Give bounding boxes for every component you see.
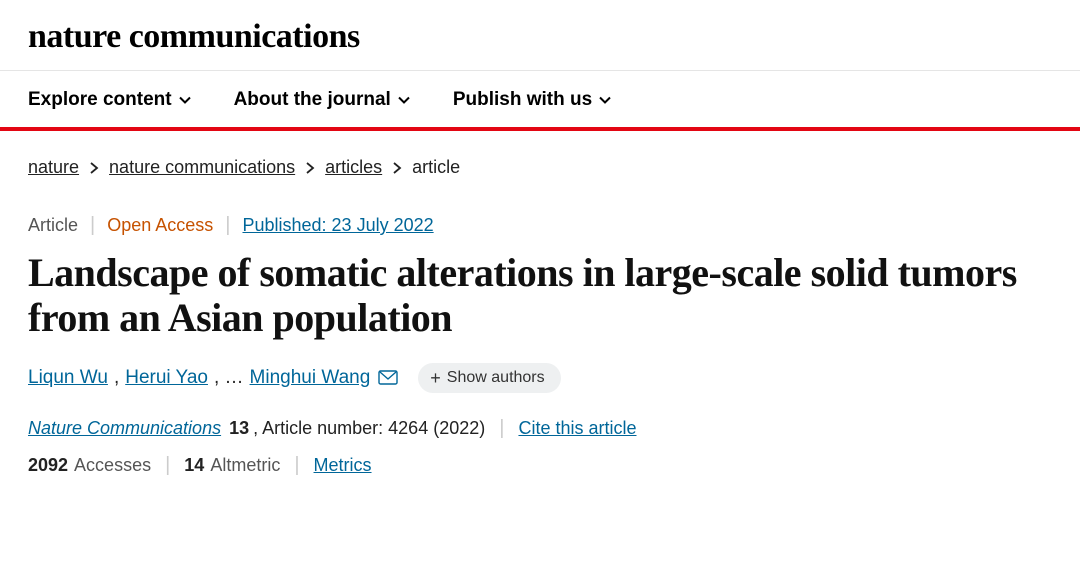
primary-nav: Explore content About the journal Publis… [28,71,1052,127]
breadcrumb-link-nature[interactable]: nature [28,157,79,178]
nav-explore-content[interactable]: Explore content [28,89,192,111]
nav-label: Publish with us [453,89,592,111]
author-link[interactable]: Minghui Wang [250,367,371,389]
article-number: , Article number: 4264 (2022) [249,418,485,439]
metrics-link[interactable]: Metrics [314,455,372,476]
author-link[interactable]: Liqun Wu [28,367,108,389]
chevron-down-icon [178,93,192,107]
show-authors-label: Show authors [447,369,545,387]
author-separator: , [114,367,119,389]
accesses-label: Accesses [68,455,151,476]
separator: | [78,214,107,237]
show-authors-button[interactable]: + Show authors [418,363,560,393]
journal-link[interactable]: Nature Communications [28,418,221,439]
separator: | [151,454,184,477]
accesses-count: 2092 [28,455,68,476]
separator: | [280,454,313,477]
chevron-down-icon [397,93,411,107]
metrics-row: 2092 Accesses | 14 Altmetric | Metrics [28,454,1052,497]
breadcrumb-link-articles[interactable]: articles [325,157,382,178]
breadcrumb-link-journal[interactable]: nature communications [109,157,295,178]
chevron-down-icon [598,93,612,107]
separator: | [213,214,242,237]
nav-publish-with-us[interactable]: Publish with us [453,89,612,111]
author-list: Liqun Wu, Herui Yao , … Minghui Wang + Sh… [28,363,1052,393]
cite-article-link[interactable]: Cite this article [518,418,636,439]
article-type-label: Article [28,215,78,236]
breadcrumb: nature nature communications articles ar… [28,131,1052,178]
chevron-right-icon [89,162,99,174]
chevron-right-icon [305,162,315,174]
author-ellipsis: , … [214,367,244,389]
nav-label: About the journal [234,89,391,111]
volume-number: 13 [221,418,249,439]
mail-icon[interactable] [378,370,398,386]
breadcrumb-current: article [412,157,460,178]
author-link[interactable]: Herui Yao [125,367,208,389]
nav-label: Explore content [28,89,172,111]
citation-row: Nature Communications 13 , Article numbe… [28,417,1052,440]
article-title: Landscape of somatic alterations in larg… [28,251,1052,341]
nav-about-journal[interactable]: About the journal [234,89,411,111]
journal-logo[interactable]: nature communications [28,0,1052,70]
plus-icon: + [430,369,441,387]
published-date-link[interactable]: Published: 23 July 2022 [242,215,433,236]
altmetric-count: 14 [184,455,204,476]
article-meta: Article | Open Access | Published: 23 Ju… [28,214,1052,237]
open-access-label: Open Access [107,215,213,236]
separator: | [485,417,518,440]
altmetric-label: Altmetric [204,455,280,476]
chevron-right-icon [392,162,402,174]
